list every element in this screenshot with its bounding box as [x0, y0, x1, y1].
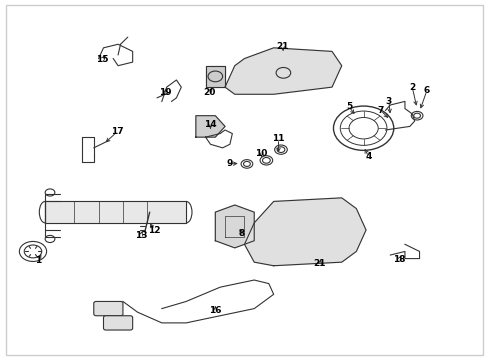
Text: 21: 21	[276, 41, 288, 50]
Polygon shape	[196, 116, 224, 137]
FancyBboxPatch shape	[103, 316, 132, 330]
Text: 3: 3	[385, 97, 391, 106]
Text: 21: 21	[313, 260, 325, 269]
Text: 1: 1	[35, 256, 41, 265]
Text: 19: 19	[159, 88, 172, 97]
Text: 8: 8	[239, 229, 244, 238]
FancyBboxPatch shape	[6, 5, 482, 355]
Text: 6: 6	[423, 86, 429, 95]
Text: 20: 20	[203, 88, 215, 97]
Polygon shape	[224, 48, 341, 94]
Polygon shape	[205, 66, 224, 87]
Text: 2: 2	[408, 83, 414, 92]
Text: 12: 12	[148, 225, 161, 234]
Text: 17: 17	[111, 127, 123, 136]
Text: 18: 18	[392, 255, 405, 264]
Text: 14: 14	[203, 120, 216, 129]
Polygon shape	[215, 205, 254, 248]
Text: 16: 16	[209, 306, 221, 315]
Text: 4: 4	[365, 152, 371, 161]
FancyBboxPatch shape	[94, 301, 122, 316]
Text: 13: 13	[134, 231, 147, 240]
Text: 10: 10	[255, 149, 267, 158]
Text: 15: 15	[96, 55, 108, 64]
Text: 9: 9	[226, 159, 233, 168]
Polygon shape	[45, 202, 186, 223]
Polygon shape	[244, 198, 366, 266]
Text: 11: 11	[272, 134, 284, 143]
Text: 7: 7	[377, 106, 383, 115]
Text: 5: 5	[345, 102, 351, 111]
